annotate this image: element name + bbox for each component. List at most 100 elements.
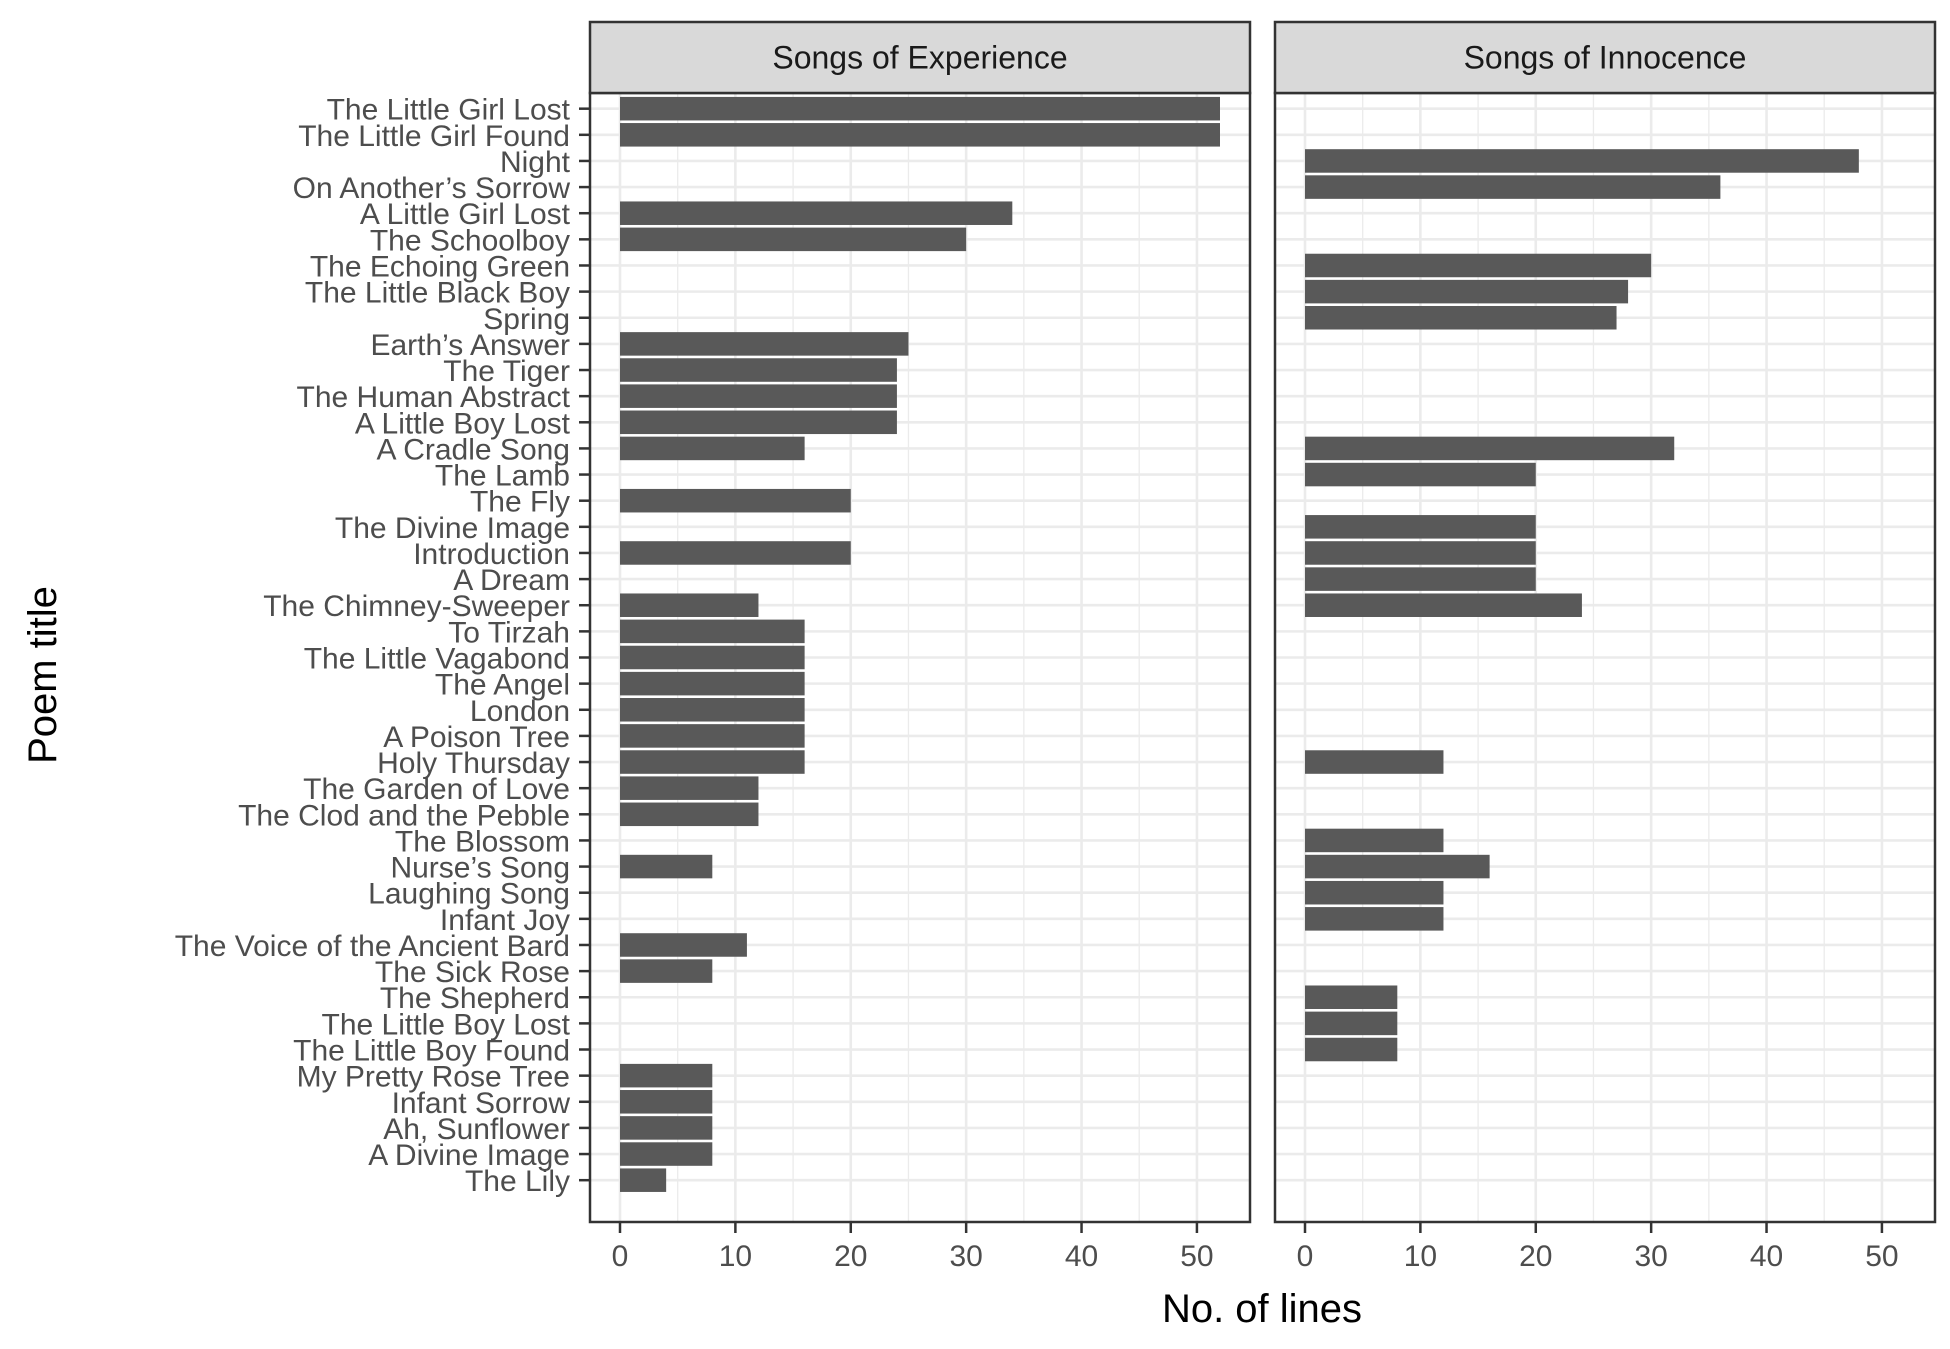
bar	[620, 593, 759, 617]
panel-2: Songs of Innocence 0 10 20 30 40 50	[1273, 20, 1937, 1273]
bar	[620, 619, 805, 644]
bar	[620, 436, 805, 461]
bar	[620, 776, 759, 800]
bar	[620, 671, 805, 696]
y-tick-label: Ah, Sunflower	[383, 1113, 570, 1146]
bar	[1305, 149, 1859, 173]
bar	[620, 410, 897, 435]
y-tick-label: The Tiger	[443, 355, 570, 388]
y-tick-label: The Divine Image	[335, 512, 570, 545]
y-tick-label: Spring	[483, 303, 570, 336]
y-tick-label: Infant Sorrow	[392, 1087, 571, 1120]
y-tick-label: The Little Boy Found	[293, 1035, 570, 1068]
y-tick-label: The Shepherd	[380, 982, 570, 1015]
bar	[620, 854, 713, 879]
bar	[620, 384, 897, 408]
y-tick-label: My Pretty Rose Tree	[297, 1061, 570, 1094]
bar	[620, 201, 1013, 225]
bar	[620, 959, 713, 983]
bar	[1305, 175, 1721, 199]
y-tick-label: The Blossom	[395, 825, 570, 858]
y-tick-label: The Angel	[435, 669, 570, 702]
panel-1: Songs of Experience 0 10 20 30 40 50	[588, 20, 1252, 1273]
bar	[620, 724, 805, 748]
y-tick-label: The Little Girl Lost	[327, 94, 571, 127]
x-tick-label: 50	[1180, 1240, 1213, 1273]
bar	[1305, 305, 1617, 330]
facet-strip-label: Songs of Experience	[772, 40, 1067, 76]
y-tick-label: A Cradle Song	[377, 433, 570, 466]
bar	[620, 332, 909, 356]
bar	[620, 802, 759, 827]
y-tick-label: The Little Black Boy	[305, 277, 570, 310]
y-tick-label: The Schoolboy	[370, 224, 570, 257]
bar	[1305, 1037, 1398, 1062]
y-tick-label: Nurse’s Song	[390, 852, 570, 885]
bar	[620, 227, 967, 252]
bar	[1305, 1011, 1398, 1036]
y-tick-label: A Poison Tree	[383, 721, 570, 754]
bar	[1305, 828, 1444, 853]
y-tick-label: The Little Girl Found	[298, 120, 570, 153]
y-tick-label: The Fly	[470, 486, 570, 519]
y-axis-title: Poem title	[21, 586, 65, 764]
bar	[1305, 253, 1652, 278]
y-tick-label: Earth’s Answer	[370, 329, 570, 362]
bar	[1305, 279, 1629, 304]
facet-strip	[588, 20, 1252, 95]
y-tick-label: A Little Girl Lost	[360, 198, 571, 231]
bar	[620, 541, 851, 565]
y-tick-label: Infant Joy	[440, 904, 570, 937]
y-tick-label: To Tirzah	[448, 616, 570, 649]
y-tick-label: Introduction	[413, 538, 570, 571]
bar	[1305, 436, 1675, 461]
bar	[620, 645, 805, 670]
bar	[1305, 541, 1536, 565]
y-tick-label: The Garden of Love	[303, 773, 570, 806]
bar	[620, 96, 1220, 121]
y-tick-label: On Another’s Sorrow	[293, 172, 571, 205]
bar	[1305, 567, 1536, 591]
y-tick-label: The Clod and the Pebble	[238, 799, 570, 832]
bar	[620, 1063, 713, 1088]
bar	[620, 750, 805, 774]
y-tick-label: A Divine Image	[368, 1139, 570, 1172]
y-tick-label: The Chimney-Sweeper	[263, 590, 570, 623]
bar	[620, 1168, 667, 1192]
bar	[620, 1116, 713, 1140]
bar	[620, 488, 851, 513]
bar	[1305, 985, 1398, 1010]
facet-strip-label: Songs of Innocence	[1464, 40, 1747, 76]
x-tick-label: 30	[1634, 1240, 1667, 1273]
y-tick-label: The Human Abstract	[297, 381, 571, 414]
x-tick-label: 20	[834, 1240, 867, 1273]
bar	[620, 123, 1220, 147]
y-tick-label: The Lily	[465, 1165, 570, 1198]
y-tick-label: The Echoing Green	[310, 250, 570, 283]
bar	[620, 933, 747, 957]
x-tick-label: 30	[949, 1240, 982, 1273]
y-tick-label: Night	[500, 146, 571, 179]
x-tick-label: 50	[1865, 1240, 1898, 1273]
x-tick-label: 40	[1065, 1240, 1098, 1273]
bar	[1305, 593, 1582, 617]
x-tick-label: 40	[1750, 1240, 1783, 1273]
x-tick-label: 10	[1404, 1240, 1437, 1273]
y-tick-label: Laughing Song	[368, 878, 570, 911]
bar	[620, 698, 805, 722]
bar	[1305, 854, 1490, 879]
y-tick-label: The Sick Rose	[375, 956, 570, 989]
x-tick-label: 20	[1519, 1240, 1552, 1273]
bar	[1305, 907, 1444, 931]
y-tick-label: The Little Vagabond	[304, 643, 570, 676]
y-tick-label: A Dream	[453, 564, 570, 597]
x-tick-label: 10	[719, 1240, 752, 1273]
y-tick-label: The Voice of the Ancient Bard	[175, 930, 570, 963]
bar	[620, 358, 897, 382]
y-tick-label: Holy Thursday	[377, 747, 570, 780]
bar	[1305, 515, 1536, 539]
bar	[1305, 462, 1536, 487]
facet-strip	[1273, 20, 1937, 95]
